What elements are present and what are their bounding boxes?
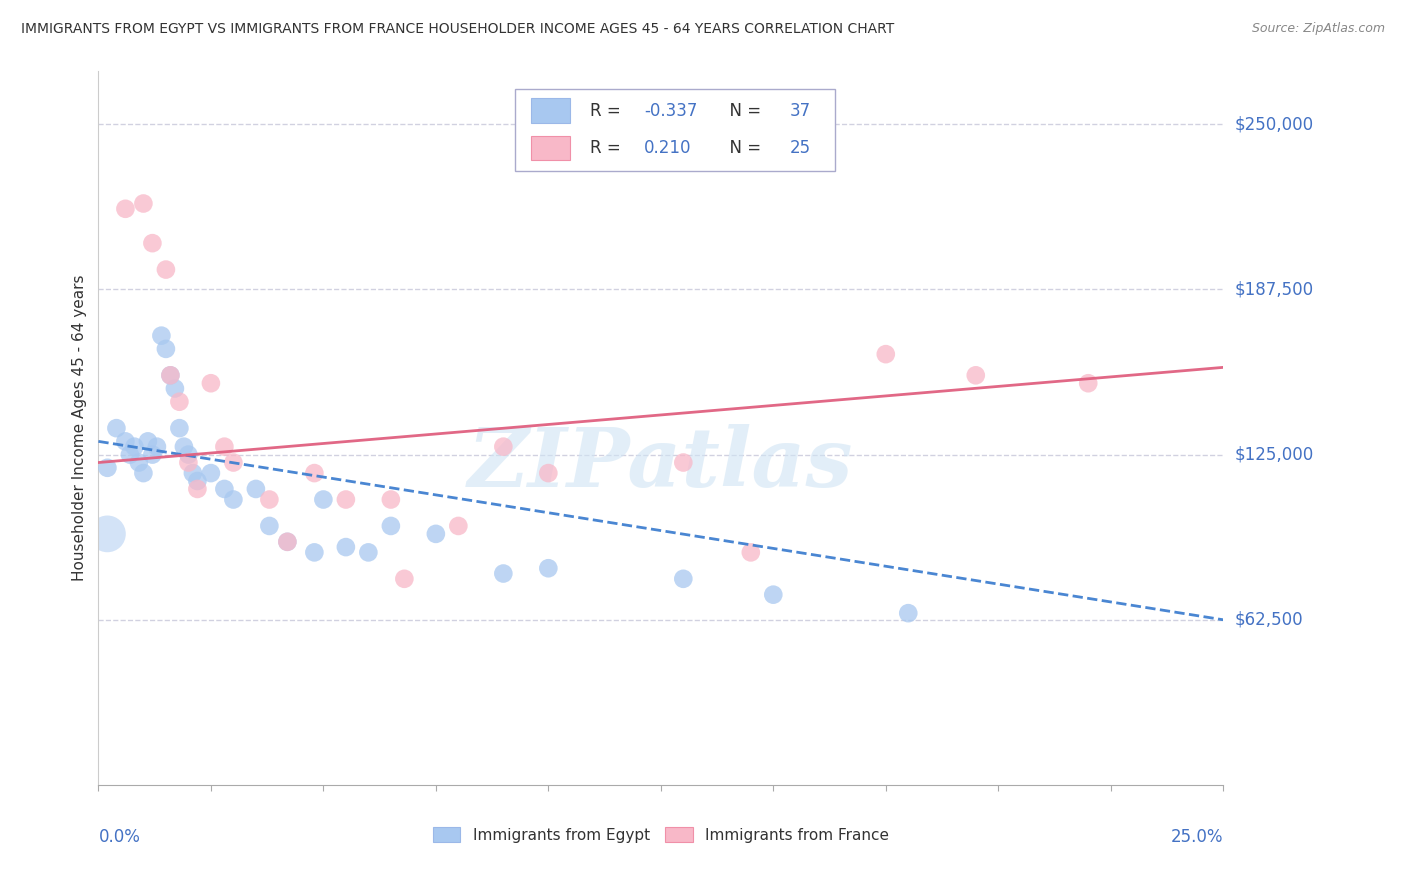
- Point: [181, 466, 204, 480]
- Point: [118, 448, 141, 462]
- Point: [394, 572, 416, 586]
- Point: [335, 492, 357, 507]
- Text: -0.337: -0.337: [644, 102, 697, 120]
- Point: [114, 434, 136, 449]
- Point: [762, 588, 785, 602]
- Point: [897, 606, 920, 620]
- Text: $62,500: $62,500: [1234, 611, 1303, 629]
- Point: [186, 474, 208, 488]
- Text: $250,000: $250,000: [1234, 115, 1313, 133]
- Point: [875, 347, 897, 361]
- Point: [128, 456, 150, 470]
- Point: [276, 534, 298, 549]
- Point: [163, 382, 186, 396]
- FancyBboxPatch shape: [515, 89, 835, 171]
- Point: [200, 376, 222, 391]
- Point: [276, 534, 298, 549]
- Point: [114, 202, 136, 216]
- Point: [335, 540, 357, 554]
- Text: N =: N =: [720, 139, 766, 157]
- Point: [200, 466, 222, 480]
- Point: [304, 545, 326, 559]
- Point: [245, 482, 267, 496]
- Point: [740, 545, 762, 559]
- FancyBboxPatch shape: [531, 136, 569, 160]
- Text: 25: 25: [790, 139, 811, 157]
- Point: [169, 421, 191, 435]
- Point: [177, 456, 200, 470]
- Point: [492, 566, 515, 581]
- Point: [425, 527, 447, 541]
- Point: [492, 440, 515, 454]
- Point: [214, 482, 236, 496]
- Point: [380, 519, 402, 533]
- Point: [173, 440, 195, 454]
- Point: [105, 421, 128, 435]
- FancyBboxPatch shape: [531, 98, 569, 123]
- Legend: Immigrants from Egypt, Immigrants from France: Immigrants from Egypt, Immigrants from F…: [427, 821, 894, 848]
- Point: [141, 448, 163, 462]
- Point: [380, 492, 402, 507]
- Text: R =: R =: [591, 139, 626, 157]
- Point: [141, 236, 163, 251]
- Point: [159, 368, 181, 383]
- Point: [132, 196, 155, 211]
- Point: [1077, 376, 1099, 391]
- Point: [155, 342, 177, 356]
- Point: [447, 519, 470, 533]
- Point: [672, 572, 695, 586]
- Point: [312, 492, 335, 507]
- Point: [150, 328, 173, 343]
- Text: N =: N =: [720, 102, 766, 120]
- Point: [132, 466, 155, 480]
- Point: [965, 368, 987, 383]
- Text: 0.0%: 0.0%: [98, 828, 141, 846]
- Point: [146, 440, 169, 454]
- Text: IMMIGRANTS FROM EGYPT VS IMMIGRANTS FROM FRANCE HOUSEHOLDER INCOME AGES 45 - 64 : IMMIGRANTS FROM EGYPT VS IMMIGRANTS FROM…: [21, 22, 894, 37]
- Point: [537, 466, 560, 480]
- Point: [159, 368, 181, 383]
- Point: [672, 456, 695, 470]
- Point: [155, 262, 177, 277]
- Point: [304, 466, 326, 480]
- Text: ZIPatlas: ZIPatlas: [468, 424, 853, 504]
- Point: [96, 527, 118, 541]
- Point: [222, 492, 245, 507]
- Point: [222, 456, 245, 470]
- Text: R =: R =: [591, 102, 626, 120]
- Point: [537, 561, 560, 575]
- Point: [357, 545, 380, 559]
- Point: [214, 440, 236, 454]
- Y-axis label: Householder Income Ages 45 - 64 years: Householder Income Ages 45 - 64 years: [72, 275, 87, 582]
- Point: [259, 492, 281, 507]
- Text: $187,500: $187,500: [1234, 280, 1313, 299]
- Point: [259, 519, 281, 533]
- Text: Source: ZipAtlas.com: Source: ZipAtlas.com: [1251, 22, 1385, 36]
- Point: [96, 460, 118, 475]
- Point: [169, 394, 191, 409]
- Point: [136, 434, 159, 449]
- Point: [186, 482, 208, 496]
- Text: $125,000: $125,000: [1234, 446, 1313, 464]
- Text: 0.210: 0.210: [644, 139, 692, 157]
- Point: [124, 440, 146, 454]
- Text: 25.0%: 25.0%: [1171, 828, 1223, 846]
- Text: 37: 37: [790, 102, 811, 120]
- Point: [177, 448, 200, 462]
